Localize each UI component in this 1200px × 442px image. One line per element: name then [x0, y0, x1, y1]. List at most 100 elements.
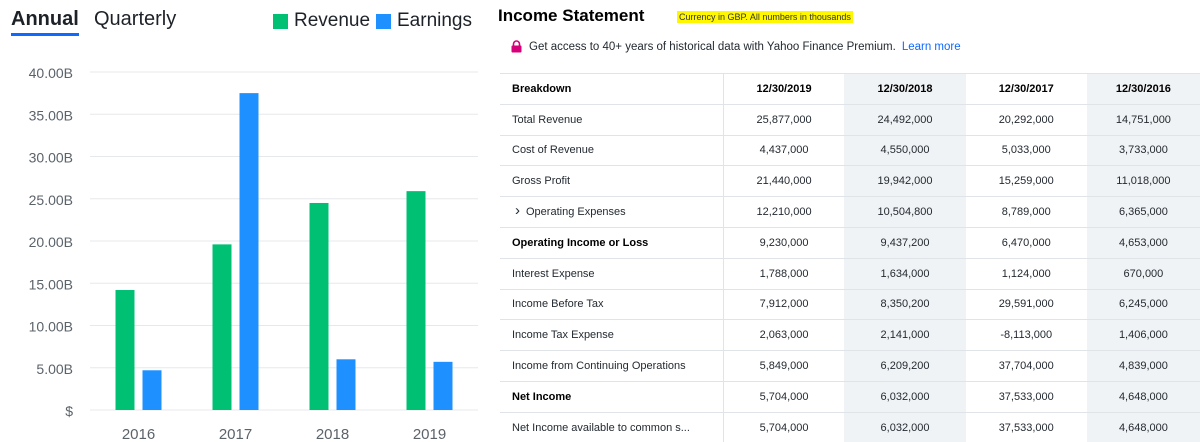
row-label: Cost of Revenue	[512, 144, 594, 157]
value-cell: 5,704,000	[723, 412, 845, 442]
value-cell: 7,912,000	[723, 289, 845, 321]
x-tick-label: 2016	[122, 426, 155, 442]
legend-swatch-earnings	[376, 13, 391, 29]
currency-note: Currency in GBP. All numbers in thousand…	[677, 11, 853, 23]
table-row: Income Before Tax 7,912,000 8,350,200 29,59…	[500, 289, 1200, 321]
row-label-cell: Total Revenue	[500, 104, 724, 136]
value-cell: 2,141,000	[844, 319, 966, 352]
value-cell: 19,942,000	[844, 165, 966, 198]
active-tab-underline	[11, 33, 79, 36]
income-statement-title: Income Statement	[498, 6, 645, 25]
row-label: Income Before Tax	[512, 298, 604, 311]
value-cell: 4,437,000	[723, 135, 845, 167]
row-label-cell: Income from Continuing Operations	[500, 350, 724, 382]
table-row: Interest Expense 1,788,000 1,634,000 1,124,…	[500, 258, 1200, 290]
value-cell: 12,210,000	[723, 196, 845, 228]
row-label: Net Income	[512, 390, 572, 403]
tab-annual[interactable]: Annual	[11, 8, 79, 30]
date-header: 12/30/2017	[965, 73, 1087, 105]
revenue-bar	[309, 202, 329, 410]
value-cell: 15,259,000	[965, 165, 1087, 198]
value-cell: 5,704,000	[723, 381, 845, 413]
table-row: Net Income available to common s... 5,704…	[500, 412, 1200, 442]
y-tick-label: 20.00B	[29, 234, 73, 250]
table-row: Operating Income or Loss 9,230,000 9,437,2…	[500, 227, 1200, 259]
row-label-cell: Gross Profit	[500, 165, 724, 198]
income-statement-table: Breakdown 12/30/2019 12/30/2018 12/30/20…	[500, 73, 1200, 442]
value-cell: 9,437,200	[844, 227, 966, 259]
row-label-cell: Cost of Revenue	[500, 135, 724, 167]
y-tick-label: 10.00B	[29, 319, 73, 335]
y-tick-label: 35.00B	[29, 107, 73, 123]
value-cell: 6,032,000	[844, 381, 966, 413]
date-header: 12/30/2019	[723, 73, 845, 105]
table-row: Cost of Revenue 4,437,000 4,550,000 5,033,0…	[500, 135, 1200, 167]
value-cell: 4,648,000	[1086, 381, 1200, 413]
date-header: 12/30/2016	[1086, 73, 1200, 105]
table-row: Income from Continuing Operations 5,849,0…	[500, 350, 1200, 382]
x-tick-label: 2018	[316, 426, 349, 442]
value-cell: 670,000	[1086, 258, 1200, 290]
value-cell: 6,365,000	[1086, 196, 1200, 228]
row-label: Income Tax Expense	[512, 329, 614, 342]
legend-item-revenue[interactable]: Revenue	[273, 10, 370, 32]
value-cell: 21,440,000	[723, 165, 845, 198]
legend-label-revenue: Revenue	[294, 10, 371, 31]
y-tick-label: 15.00B	[29, 276, 73, 292]
legend-swatch-revenue	[273, 13, 288, 29]
row-label-cell[interactable]: › Operating Expenses	[500, 196, 724, 228]
value-cell: 4,648,000	[1086, 412, 1200, 442]
legend-item-earnings[interactable]: Earnings	[376, 10, 472, 32]
premium-text: Get access to 40+ years of historical da…	[529, 40, 896, 53]
value-cell: 37,704,000	[965, 350, 1087, 382]
table-row: Total Revenue 25,877,000 24,492,000 20,292,…	[500, 104, 1200, 136]
revenue-bar	[115, 290, 135, 410]
value-cell: 6,245,000	[1086, 289, 1200, 321]
earnings-bar	[336, 359, 356, 410]
table-row[interactable]: › Operating Expenses 12,210,000 10,504,800 8…	[500, 196, 1200, 228]
value-cell: -8,113,000	[965, 319, 1087, 352]
tab-quarterly[interactable]: Quarterly	[94, 8, 177, 30]
row-label-cell: Operating Income or Loss	[500, 227, 724, 259]
y-tick-label: 40.00B	[29, 65, 73, 81]
value-cell: 6,470,000	[965, 227, 1087, 259]
row-label-cell: Interest Expense	[500, 258, 724, 290]
chevron-right-icon[interactable]: ›	[515, 202, 520, 220]
value-cell: 5,033,000	[965, 135, 1087, 167]
row-label: Operating Expenses	[526, 206, 626, 219]
value-cell: 24,492,000	[844, 104, 966, 136]
premium-upsell-banner: Get access to 40+ years of historical da…	[511, 40, 961, 53]
table-row: Gross Profit 21,440,000 19,942,000 15,259,0…	[500, 165, 1200, 198]
table-header-row: Breakdown 12/30/2019 12/30/2018 12/30/20…	[500, 73, 1200, 105]
row-label: Gross Profit	[512, 175, 571, 188]
row-label-cell: Income Before Tax	[500, 289, 724, 321]
y-tick-label: $	[65, 403, 73, 419]
row-label: Operating Income or Loss	[512, 236, 649, 249]
date-header: 12/30/2018	[844, 73, 966, 105]
value-cell: 25,877,000	[723, 104, 845, 136]
row-label-cell: Net Income available to common s...	[500, 412, 724, 442]
bar-chart: $5.00B 10.00B 15.00B 20.00B 25.00B 30.00B 35.0…	[29, 65, 478, 442]
y-tick-label: 25.00B	[29, 192, 73, 208]
learn-more-link[interactable]: Learn more	[901, 40, 961, 53]
x-tick-label: 2017	[219, 426, 252, 442]
value-cell: 8,350,200	[844, 289, 966, 321]
earnings-bar	[433, 361, 453, 410]
value-cell: 9,230,000	[723, 227, 845, 259]
value-cell: 20,292,000	[965, 104, 1087, 136]
value-cell: 11,018,000	[1086, 165, 1200, 198]
value-cell: 37,533,000	[965, 412, 1087, 442]
value-cell: 1,634,000	[844, 258, 966, 290]
row-label: Interest Expense	[512, 267, 595, 280]
value-cell: 1,788,000	[723, 258, 845, 290]
row-label-cell: Income Tax Expense	[500, 319, 724, 352]
value-cell: 2,063,000	[723, 319, 845, 352]
earnings-bar	[239, 93, 259, 410]
value-cell: 6,209,200	[844, 350, 966, 382]
value-cell: 8,789,000	[965, 196, 1087, 228]
row-label: Income from Continuing Operations	[512, 360, 686, 373]
x-tick-label: 2019	[413, 426, 446, 442]
y-tick-label: 5.00B	[36, 361, 73, 377]
row-label-cell: Net Income	[500, 381, 724, 413]
value-cell: 10,504,800	[844, 196, 966, 228]
